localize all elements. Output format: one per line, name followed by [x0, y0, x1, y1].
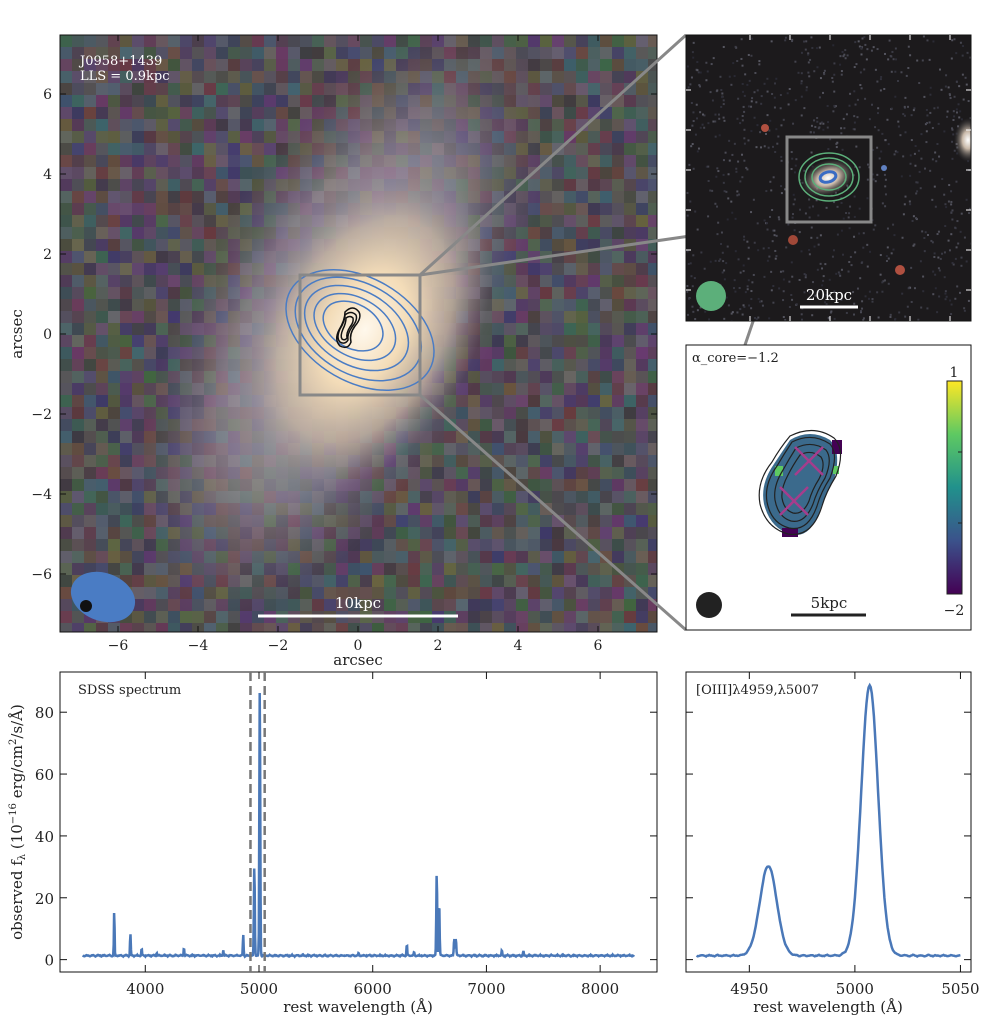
x-tick-label: 8000	[581, 980, 619, 998]
beam-green	[696, 281, 726, 311]
galaxy-core	[239, 171, 491, 489]
core-markers	[779, 446, 824, 516]
x-tick-label: 5000	[240, 980, 278, 998]
y-tick-label: −6	[31, 567, 52, 583]
star	[881, 165, 887, 171]
lls-label: LLS = 0.9kpc	[80, 69, 169, 84]
x-tick-label: 4950	[730, 980, 768, 998]
y-tick-label: 4	[43, 167, 52, 183]
y-tick-label: −4	[31, 487, 52, 503]
spectrum-xlabel: rest wavelength (Å)	[283, 998, 433, 1016]
contour-level	[285, 269, 435, 391]
y-tick-label: 80	[35, 704, 54, 722]
main-xlabel: arcsec	[333, 651, 383, 669]
x-tick-label: −4	[188, 638, 209, 654]
star	[895, 265, 905, 275]
contour-level	[313, 292, 397, 362]
spectrum-ylabel: observed fλ (10−16 erg/cm2/s/Å)	[8, 704, 28, 940]
y-tick-label: 20	[35, 890, 54, 908]
x-tick-label: 2	[434, 638, 443, 654]
beam-radio	[80, 600, 92, 612]
spectrum-line	[81, 692, 636, 959]
axes-frame	[59, 671, 658, 973]
star	[761, 124, 769, 132]
x-tick-label: 5000	[836, 980, 874, 998]
main-axis-ticks: −6 −4 −2 0 2 4 6 −6 −4 −2 0 2 4 6	[31, 35, 657, 654]
sdss-spectrum-panel: SDSS spectrum rest wavelength (Å) observ…	[8, 671, 658, 1016]
wide-axes-frame	[685, 34, 972, 322]
spectrum-title: SDSS spectrum	[78, 683, 181, 698]
wide-field-panel: 20kpc	[685, 34, 972, 322]
contour-level	[322, 300, 384, 352]
blue-contour-small	[818, 170, 838, 184]
contour-level	[303, 284, 410, 372]
x-tick-label: 7000	[467, 980, 505, 998]
radio-contours-black	[336, 307, 361, 349]
beam-black	[696, 592, 722, 618]
wide-axis-ticks	[686, 35, 971, 321]
colorbar-min-label: −2	[944, 603, 965, 619]
scalebar-label-5kpc: 5kpc	[811, 594, 848, 612]
x-tick-label: 4000	[126, 980, 164, 998]
index-contours	[758, 429, 842, 536]
x-tick-label: 6	[594, 638, 603, 654]
y-tick-label: 0	[43, 327, 52, 343]
y-tick-label: 40	[35, 828, 54, 846]
x-tick-label: 5050	[941, 980, 979, 998]
x-tick-label: −6	[108, 638, 129, 654]
y-tick-label: −2	[31, 407, 52, 423]
scalebar-label: 10kpc	[335, 594, 381, 612]
y-tick-label: 0	[44, 952, 54, 970]
x-tick-label: 0	[354, 638, 363, 654]
spectrum-line	[695, 682, 961, 959]
colorbar-max-label: 1	[950, 365, 959, 381]
zoom-box	[298, 273, 422, 397]
y-tick-label: 6	[43, 87, 52, 103]
star	[788, 235, 798, 245]
oiii-spectrum-panel: [OIII]λ4959,λ5007 rest wavelength (Å) 49…	[685, 671, 980, 1016]
scalebar-label-20kpc: 20kpc	[806, 286, 852, 304]
colorbar-ticks	[958, 451, 962, 524]
oiii-xlabel: rest wavelength (Å)	[753, 998, 903, 1016]
spectral-index-panel: α_core=−1.2 5kpc 1 −2	[685, 344, 972, 631]
zoom-box-small	[785, 135, 873, 224]
x-tick-label: 4	[514, 638, 523, 654]
green-contours	[798, 152, 860, 202]
main-ylabel: arcsec	[8, 309, 26, 359]
oiii-title: [OIII]λ4959,λ5007	[696, 683, 819, 698]
neighbor-galaxy	[954, 118, 971, 162]
x-tick-label: −2	[268, 638, 289, 654]
axes-frame	[685, 671, 972, 973]
optical-image-panel: 10kpc J0958+1439 LLS = 0.9kpc −6 −4 −2 0 2 4 6…	[8, 34, 658, 669]
x-tick-label: 6000	[354, 980, 392, 998]
colorbar	[946, 380, 963, 595]
radio-contours-blue	[285, 269, 435, 391]
source-name: J0958+1439	[78, 54, 162, 69]
y-tick-label: 60	[35, 766, 54, 784]
y-tick-label: 2	[43, 247, 52, 263]
alpha-core-label: α_core=−1.2	[692, 351, 779, 366]
